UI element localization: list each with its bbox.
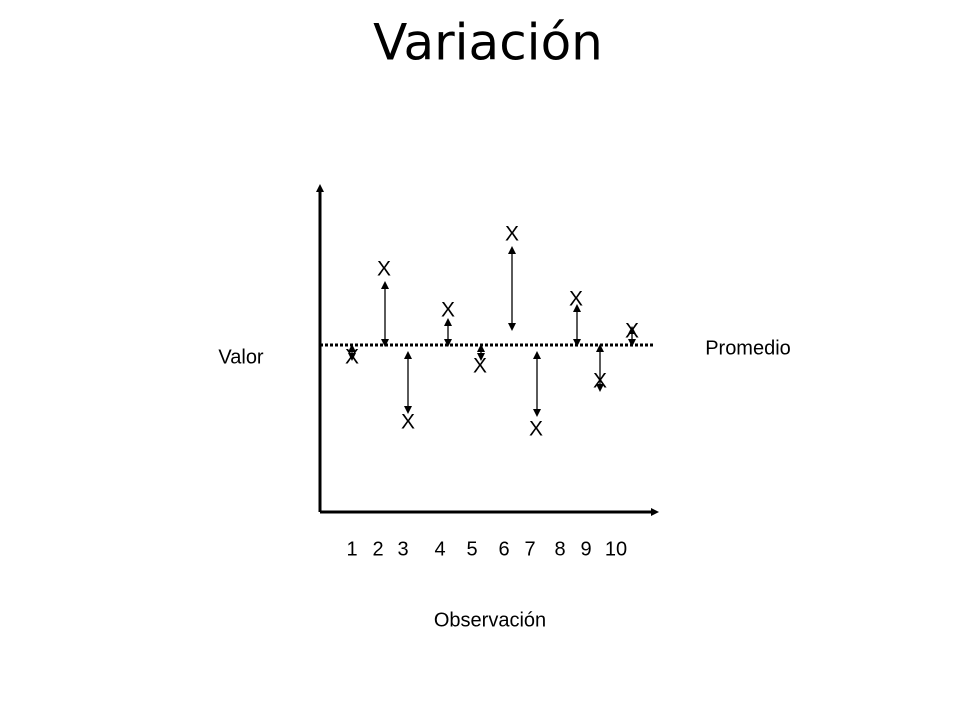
title: Variación (373, 14, 603, 72)
observation-label: 6 (498, 538, 509, 560)
observation-label: 2 (372, 538, 383, 560)
observation-label: 10 (605, 538, 627, 560)
x-label: Observación (434, 609, 546, 631)
observation-marker: X (593, 370, 607, 393)
observation-marker: X (401, 411, 415, 434)
observation-marker: X (505, 223, 519, 246)
observation-label: 7 (524, 538, 535, 560)
mean-label: Promedio (705, 337, 791, 359)
observation-label: 1 (346, 538, 357, 560)
observation-marker: X (345, 346, 359, 369)
observation-label: 4 (434, 538, 445, 560)
observation-marker: X (377, 258, 391, 281)
observations: X 1 X 2 X 3 X 4 X 5 X 6 X 7 X 8 X 9 X 10 (345, 223, 639, 561)
y-label: Valor (218, 346, 264, 368)
observation-label: 8 (554, 538, 565, 560)
observation-label: 3 (397, 538, 408, 560)
observation-marker: X (441, 299, 455, 322)
observation-label: 9 (580, 538, 591, 560)
observation-marker: X (529, 418, 543, 441)
observation-marker: X (625, 320, 639, 343)
observation-marker: X (569, 288, 583, 311)
observation-label: 5 (466, 538, 477, 560)
observation-marker: X (473, 355, 487, 378)
